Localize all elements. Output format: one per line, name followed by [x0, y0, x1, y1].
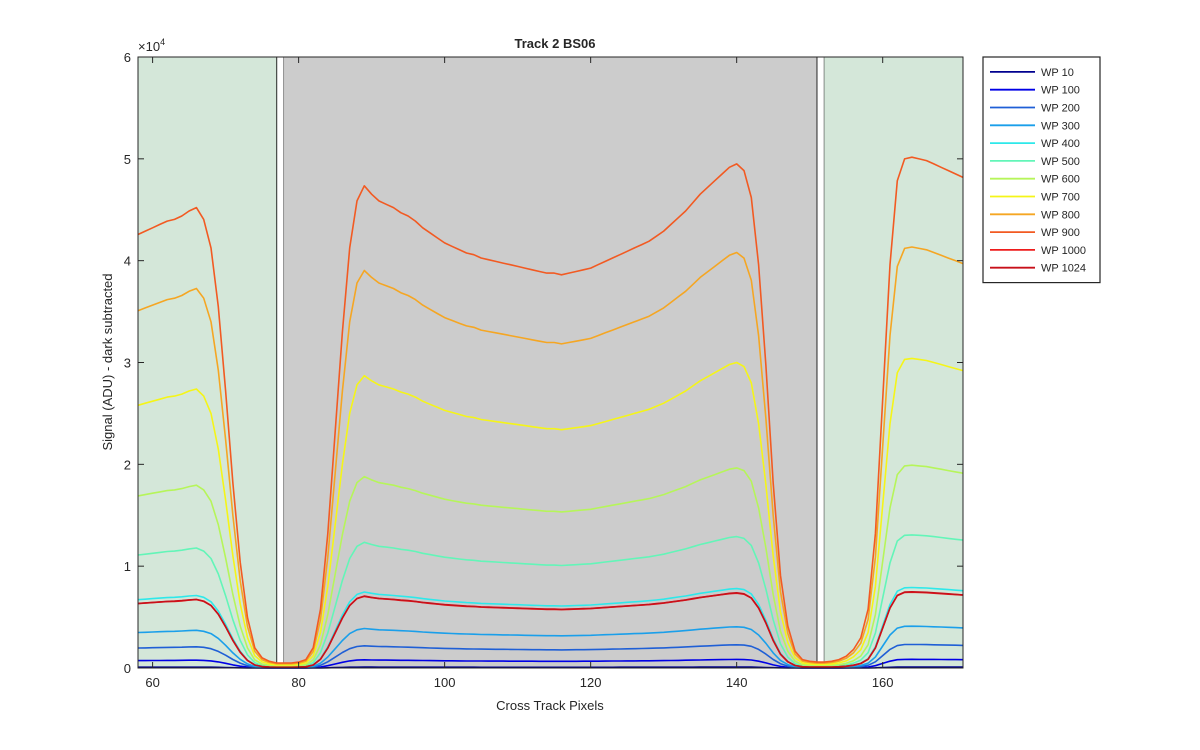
y-axis-label: Signal (ADU) - dark subtracted — [100, 273, 115, 450]
series-line-wp-1024 — [137, 590, 964, 669]
legend-label: WP 10 — [1041, 67, 1074, 79]
x-tick-label: 80 — [291, 675, 305, 690]
legend: WP 10 WP 100 WP 200 WP 300 WP 400 WP 500 WP 60… — [982, 56, 1101, 284]
y-axis-exponent-base: ×10 — [138, 39, 160, 54]
y-tick-label: 3 — [124, 356, 131, 371]
y-tick-label: 4 — [124, 254, 131, 269]
y-axis-exponent-power: 4 — [160, 37, 165, 47]
x-tick-label: 60 — [145, 675, 159, 690]
x-axis-ticks: 60 80 100 120 140 160 — [145, 57, 894, 690]
legend-label: WP 300 — [1041, 120, 1080, 132]
region-green-0 — [138, 57, 277, 668]
legend-label: WP 400 — [1041, 138, 1080, 150]
legend-label: WP 500 — [1041, 156, 1080, 168]
legend-label: WP 100 — [1041, 85, 1080, 97]
y-axis-exponent: ×104 — [138, 37, 165, 54]
x-tick-label: 100 — [434, 675, 456, 690]
legend-label: WP 700 — [1041, 192, 1080, 204]
legend-label: WP 800 — [1041, 209, 1080, 221]
x-axis-label: Cross Track Pixels — [496, 698, 604, 713]
plot-background-regions — [138, 56, 963, 669]
y-tick-label: 1 — [124, 559, 131, 574]
y-axis-ticks: 0 1 2 3 4 5 6 — [124, 50, 963, 676]
y-tick-label: 2 — [124, 457, 131, 472]
legend-label: WP 900 — [1041, 227, 1080, 239]
region-gray-2 — [284, 57, 817, 668]
legend-label: WP 1000 — [1041, 245, 1086, 257]
y-tick-label: 0 — [124, 661, 131, 676]
series-line-wp-700 — [137, 357, 964, 666]
legend-label: WP 1024 — [1041, 263, 1086, 275]
chart-title: Track 2 BS06 — [515, 36, 596, 51]
y-tick-label: 5 — [124, 152, 131, 167]
series-line-wp-800 — [137, 246, 964, 665]
x-tick-label: 160 — [872, 675, 894, 690]
legend-label: WP 600 — [1041, 174, 1080, 186]
series-line-wp-600 — [137, 464, 964, 667]
region-gap-1 — [276, 56, 285, 669]
y-tick-label: 6 — [124, 50, 131, 65]
x-tick-label: 120 — [580, 675, 602, 690]
region-gap-3 — [816, 56, 825, 669]
region-green-4 — [824, 57, 963, 668]
series-line-wp-900 — [137, 156, 964, 664]
legend-label: WP 200 — [1041, 103, 1080, 115]
x-tick-label: 140 — [726, 675, 748, 690]
legend-box — [982, 56, 1101, 284]
